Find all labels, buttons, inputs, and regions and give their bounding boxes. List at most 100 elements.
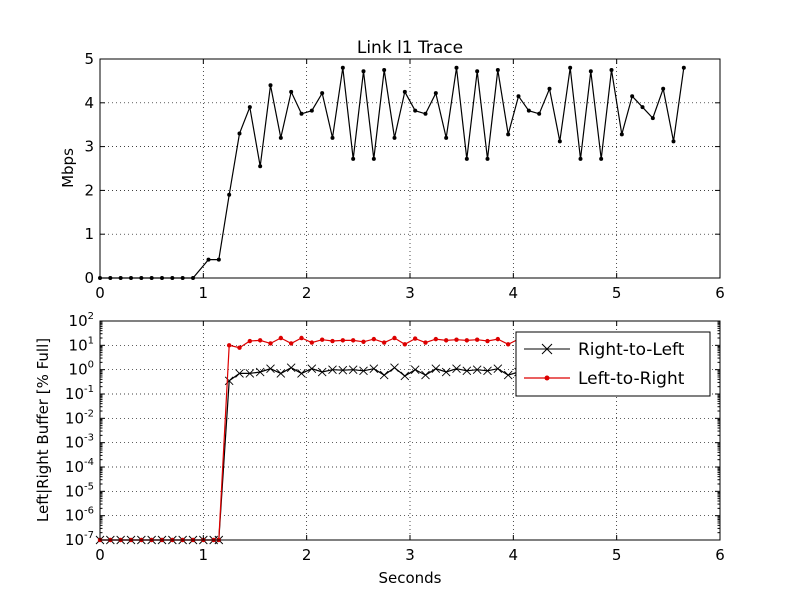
data-point-left-to-right <box>257 338 263 343</box>
data-point <box>506 132 511 137</box>
data-point-left-to-right <box>340 338 346 343</box>
data-point-right-to-left <box>348 365 358 374</box>
x-tick-label: 3 <box>405 546 415 564</box>
x-tick-label: 5 <box>612 284 622 302</box>
data-point-right-to-left <box>462 366 472 376</box>
data-point-right-to-left <box>276 369 286 378</box>
data-point-left-to-right <box>350 338 356 343</box>
data-point-right-to-left <box>317 367 327 377</box>
data-point-right-to-left <box>503 370 513 380</box>
data-point-right-to-left <box>297 369 306 378</box>
y-tick-label: 102 <box>69 311 94 330</box>
data-point-left-to-right <box>309 340 315 345</box>
data-point <box>330 135 335 140</box>
data-point <box>309 108 314 113</box>
y-tick-label: 5 <box>84 50 94 68</box>
data-point <box>495 67 500 72</box>
data-point-left-to-right <box>278 335 284 341</box>
data-point <box>588 69 593 74</box>
data-point <box>423 111 428 116</box>
data-point-left-to-right <box>247 338 253 344</box>
ticks-top: 0 1 2 3 4 5 6 0 1 2 3 4 5 <box>84 50 724 302</box>
data-point-right-to-left <box>452 364 461 373</box>
y-tick-label: 10-4 <box>65 457 94 476</box>
data-point-left-to-right <box>474 337 480 342</box>
x-tick-label: 5 <box>612 546 622 564</box>
data-point-left-to-right <box>423 340 428 345</box>
data-point-left-to-right <box>299 335 304 341</box>
data-point <box>320 91 325 96</box>
data-point <box>237 131 242 136</box>
data-point <box>351 156 356 161</box>
data-point-right-to-left <box>224 376 234 386</box>
ticks-bottom: 0 1 2 3 4 5 6 102 101 100 10-1 10-2 10-3 10-4 10-5 10-6… <box>65 311 725 564</box>
legend-marker-x-icon <box>541 343 553 355</box>
y-axis-label-bottom: Left|Right Buffer [% Full] <box>34 338 52 522</box>
data-point <box>640 105 645 110</box>
x-tick-label: 2 <box>302 284 312 302</box>
y-tick-label: 3 <box>84 138 94 156</box>
data-point <box>681 65 686 70</box>
data-point-right-to-left <box>266 364 275 373</box>
data-point <box>609 67 614 72</box>
data-point-left-to-right <box>268 341 273 346</box>
data-point <box>361 69 366 74</box>
data-point <box>454 65 459 70</box>
data-point-left-to-right <box>226 343 232 348</box>
data-point <box>619 132 624 137</box>
data-point <box>526 108 531 113</box>
legend-marker-dot-icon <box>544 375 550 381</box>
chart-title: Link l1 Trace <box>357 38 463 58</box>
data-point <box>278 135 283 140</box>
legend-label-right-to-left: Right-to-Left <box>578 340 685 360</box>
x-tick-label: 0 <box>95 284 105 302</box>
y-tick-label: 10-6 <box>65 506 94 525</box>
data-point-right-to-left <box>472 365 482 374</box>
data-point-right-to-left <box>390 363 399 373</box>
data-point-left-to-right <box>454 337 459 342</box>
data-point-left-to-right <box>495 336 501 342</box>
y-tick-label: 10-2 <box>65 408 94 427</box>
plot-bottom-buffer: 0 1 2 3 4 5 6 102 101 100 10-1 10-2 10-3 10-4 10-5 10-6… <box>34 311 725 587</box>
y-tick-label: 1 <box>84 225 94 243</box>
data-point-left-to-right <box>412 336 418 341</box>
data-point-left-to-right <box>361 339 366 344</box>
data-point-right-to-left <box>307 364 317 373</box>
data-point <box>382 67 387 72</box>
data-point <box>413 108 418 113</box>
x-tick-label: 1 <box>199 546 209 564</box>
data-point-left-to-right <box>433 336 439 342</box>
x-axis-label-bottom: Seconds <box>378 569 441 587</box>
data-point-left-to-right <box>505 342 511 347</box>
data-point <box>216 257 221 262</box>
data-point <box>630 94 635 99</box>
x-tick-label: 6 <box>715 546 725 564</box>
data-point-right-to-left <box>431 364 441 373</box>
data-point-right-to-left <box>441 367 451 377</box>
x-tick-label: 0 <box>95 546 105 564</box>
data-point <box>258 164 263 169</box>
data-point <box>557 139 562 144</box>
data-point <box>568 65 573 70</box>
data-point-right-to-left <box>255 367 265 377</box>
data-point-right-to-left <box>338 365 348 375</box>
plot-top-link-trace: 0 1 2 3 4 5 6 0 1 2 3 4 5 Link l1 Trace Mbps <box>59 38 725 302</box>
data-point <box>537 111 542 116</box>
data-point-right-to-left <box>235 369 244 378</box>
x-tick-label: 1 <box>199 284 209 302</box>
data-point <box>599 156 604 161</box>
x-tick-label: 2 <box>302 546 312 564</box>
data-point-left-to-right <box>381 340 387 345</box>
y-axis-label-top: Mbps <box>59 148 77 188</box>
data-point <box>485 156 490 161</box>
data-point-right-to-left <box>286 363 296 373</box>
y-tick-label: 10-1 <box>65 384 94 403</box>
data-point-left-to-right <box>392 335 397 341</box>
data-point <box>547 86 552 91</box>
data-point <box>247 105 252 110</box>
x-tick-label: 4 <box>509 546 519 564</box>
data-point-right-to-left <box>328 365 337 374</box>
data-point <box>340 65 345 70</box>
x-tick-label: 4 <box>509 284 519 302</box>
